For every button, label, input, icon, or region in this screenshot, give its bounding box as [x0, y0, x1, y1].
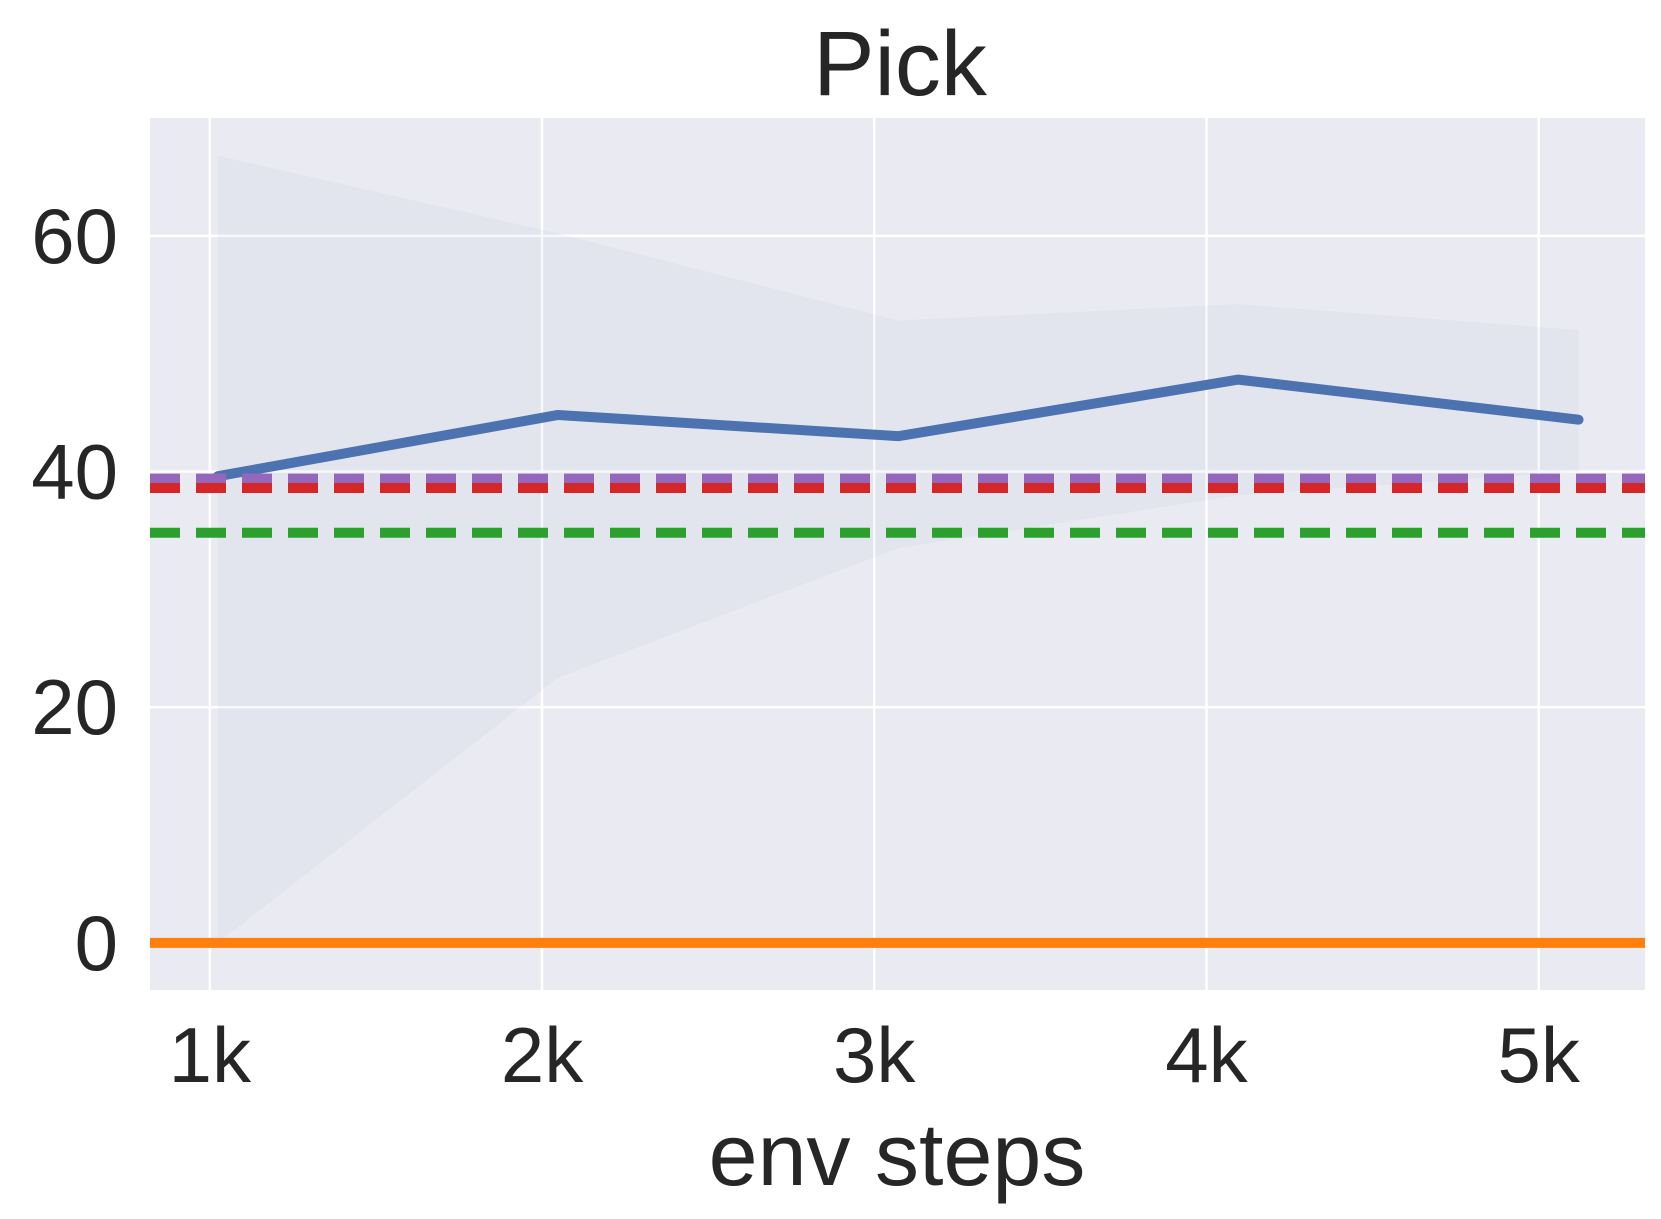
y-tick-label-2: 40 — [31, 428, 118, 516]
series-0-point-1 — [557, 414, 559, 416]
x-tick-labels: 1k 2k 3k 4k 5k — [169, 1011, 1581, 1099]
x-tick-label-4: 5k — [1497, 1011, 1580, 1099]
series-0-point-4 — [1578, 419, 1580, 421]
series-0-band — [217, 155, 1579, 943]
x-tick-label-2: 3k — [833, 1011, 916, 1099]
plot-area — [150, 118, 1645, 990]
y-tick-label-0: 0 — [75, 899, 118, 987]
y-tick-label-3: 60 — [31, 192, 118, 280]
series-lines — [150, 374, 1645, 948]
x-axis-label: env steps — [709, 1105, 1086, 1204]
chart-title: Pick — [813, 13, 988, 115]
x-tick-label-3: 4k — [1165, 1011, 1248, 1099]
series-0-line — [212, 374, 1584, 482]
confidence-bands — [217, 155, 1579, 943]
y-tick-label-1: 20 — [31, 663, 118, 751]
series-0-point-2 — [897, 435, 899, 437]
series-0-point-3 — [1237, 379, 1239, 381]
x-tick-label-1: 2k — [501, 1011, 584, 1099]
x-tick-label-0: 1k — [169, 1011, 252, 1099]
y-tick-labels: 0 20 40 60 — [31, 192, 118, 987]
